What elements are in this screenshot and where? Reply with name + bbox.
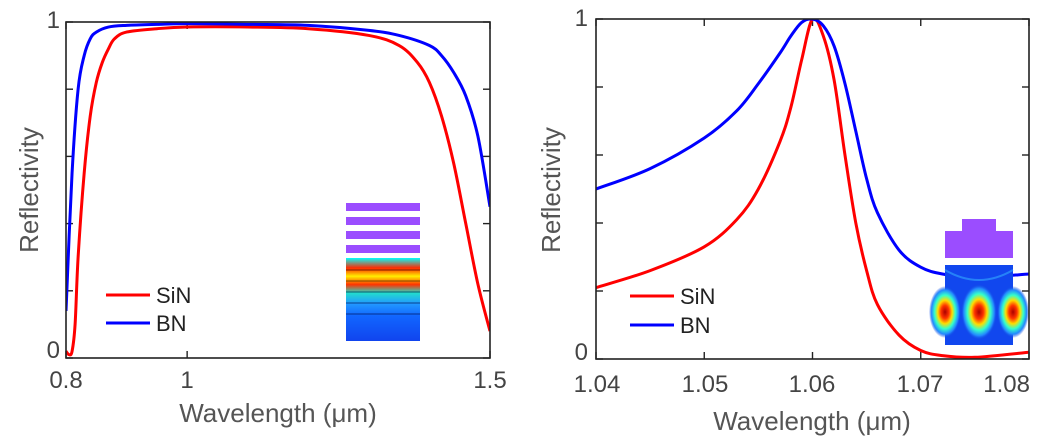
grating-slab	[945, 231, 1013, 258]
left-chart-panel: Reflectivity Wavelength (μm) 1 0 0.8 1 1…	[14, 7, 507, 428]
left-y-axis-label: Reflectivity	[14, 127, 44, 253]
grating-tooth	[962, 219, 996, 231]
right-x-tick-label-3: 1.07	[897, 371, 944, 398]
right-x-tick-label-4: 1.08	[983, 371, 1030, 398]
right-x-tick-label-2: 1.06	[789, 371, 836, 398]
stack-layer	[346, 203, 420, 211]
legend-label-sin: SiN	[156, 283, 191, 308]
left-x-tick-label-0: 0.8	[49, 367, 82, 394]
left-series-line-bn	[66, 22, 490, 312]
field-lobe	[961, 284, 997, 340]
right-series-lines	[596, 19, 1029, 359]
right-y-axis-label: Reflectivity	[536, 127, 566, 253]
legend-label-bn: BN	[156, 311, 187, 336]
left-inset-stack	[346, 203, 420, 341]
right-x-axis-label: Wavelength (μm)	[713, 406, 911, 436]
left-x-tick-label-2: 1.5	[473, 367, 506, 394]
left-x-tick-label-1: 1	[180, 367, 193, 394]
right-legend: SiN BN	[630, 284, 715, 338]
right-x-tick-label-0: 1.04	[574, 371, 621, 398]
field-lobe	[997, 286, 1029, 338]
field-profile	[346, 258, 420, 341]
right-y-tick-label-0: 0	[575, 339, 588, 366]
legend-label-bn: BN	[680, 313, 711, 338]
left-plot-frame	[65, 21, 491, 359]
left-x-axis-label: Wavelength (μm)	[179, 398, 377, 428]
stack-layer	[346, 245, 420, 253]
left-axis-ticks	[65, 21, 491, 359]
stack-layer	[346, 217, 420, 225]
right-plot-frame	[595, 18, 1030, 360]
right-chart-panel: Reflectivity Wavelength (μm) 1 0 1.04 1.…	[536, 5, 1030, 436]
right-series-line-bn	[596, 19, 1029, 279]
left-y-tick-label-0: 0	[47, 337, 60, 364]
left-legend: SiN BN	[106, 283, 191, 336]
right-inset-waveguide	[929, 219, 1029, 345]
right-y-tick-label-1: 1	[575, 5, 588, 32]
stack-layer	[346, 231, 420, 239]
left-series-lines	[66, 22, 490, 357]
left-series-line-sin	[66, 25, 490, 357]
legend-label-sin: SiN	[680, 284, 715, 309]
right-x-tick-label-1: 1.05	[682, 371, 729, 398]
field-lobe	[929, 286, 961, 338]
right-series-line-sin	[596, 19, 1029, 359]
left-y-tick-label-1: 1	[47, 7, 60, 34]
